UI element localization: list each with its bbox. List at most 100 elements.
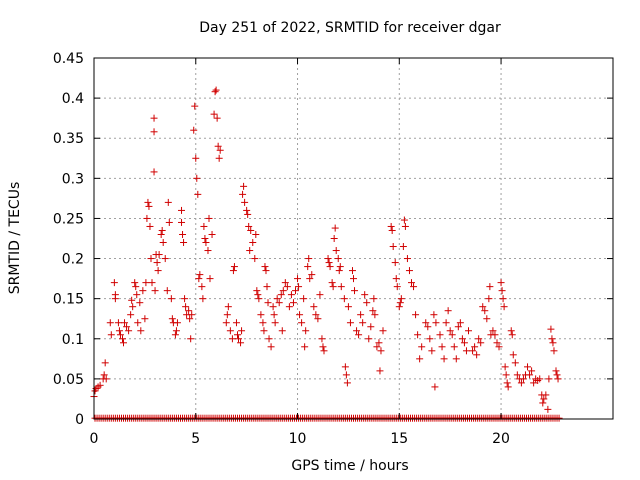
data-point: [100, 371, 108, 379]
data-point: [181, 295, 189, 303]
data-point: [392, 275, 400, 283]
data-point: [504, 383, 512, 391]
data-point: [513, 371, 521, 379]
data-point: [202, 239, 210, 247]
data-point: [137, 327, 145, 335]
data-point: [148, 279, 156, 287]
data-point: [376, 367, 384, 375]
data-point: [300, 295, 308, 303]
y-tick-label: 0.25: [53, 211, 84, 227]
y-axis: 0 0.05 0.1 0.15 0.2 0.25 0.3 0.35 0.4 0.45: [53, 51, 613, 428]
data-point: [133, 291, 141, 299]
data-point: [331, 224, 339, 232]
x-tick-label: 20: [492, 431, 510, 447]
data-point: [129, 303, 137, 311]
data-point: [416, 355, 424, 363]
data-point: [136, 299, 144, 307]
data-point: [270, 311, 278, 319]
data-point: [229, 267, 237, 275]
data-point: [517, 379, 525, 387]
data-point: [503, 379, 511, 387]
data-point: [118, 335, 126, 343]
data-point: [302, 327, 310, 335]
data-point: [173, 319, 181, 327]
data-point: [393, 283, 401, 291]
data-point: [147, 255, 155, 263]
data-point: [395, 303, 403, 311]
data-point: [289, 299, 297, 307]
data-point: [348, 267, 356, 275]
data-point: [182, 303, 190, 311]
data-point: [240, 182, 248, 190]
data-point: [237, 339, 245, 347]
data-point: [206, 275, 214, 283]
data-point: [456, 319, 464, 327]
data-point: [367, 323, 375, 331]
data-point: [440, 355, 448, 363]
data-point: [355, 331, 363, 339]
data-point: [228, 335, 236, 343]
data-point: [388, 226, 396, 234]
data-point: [273, 295, 281, 303]
data-point: [507, 327, 515, 335]
data-point: [499, 295, 507, 303]
data-point: [554, 375, 562, 383]
data-point: [475, 335, 483, 343]
data-point: [432, 319, 440, 327]
data-point: [304, 263, 312, 271]
data-point: [159, 239, 167, 247]
data-point: [151, 287, 159, 295]
y-tick-label: 0.05: [53, 372, 84, 388]
data-point: [213, 114, 221, 122]
data-point: [485, 295, 493, 303]
data-point: [549, 339, 557, 347]
data-point: [353, 327, 361, 335]
data-point: [212, 86, 220, 94]
data-point: [464, 327, 472, 335]
data-point: [232, 319, 240, 327]
data-point: [264, 299, 272, 307]
y-tick-label: 0.1: [62, 332, 84, 348]
data-point: [497, 279, 505, 287]
data-points: [90, 86, 563, 422]
data-point: [115, 327, 123, 335]
data-point: [167, 295, 175, 303]
data-point: [325, 259, 333, 267]
data-point: [500, 303, 508, 311]
data-point: [312, 311, 320, 319]
data-point: [316, 291, 324, 299]
data-point: [444, 307, 452, 315]
data-point: [332, 247, 340, 255]
data-point: [211, 88, 219, 96]
data-point: [442, 319, 450, 327]
data-point: [235, 335, 243, 343]
x-tick-label: 0: [90, 431, 99, 447]
data-point: [373, 343, 381, 351]
data-point: [552, 367, 560, 375]
data-point: [287, 291, 295, 299]
data-point: [168, 315, 176, 323]
x-tick-label: 5: [191, 431, 200, 447]
data-point: [216, 146, 224, 154]
data-point: [178, 206, 186, 214]
data-point: [260, 327, 268, 335]
data-point: [329, 283, 337, 291]
y-tick-label: 0.2: [62, 252, 84, 268]
data-point: [144, 198, 152, 206]
data-point: [291, 287, 299, 295]
data-point: [120, 339, 128, 347]
data-point: [502, 371, 510, 379]
data-point: [285, 303, 293, 311]
y-tick-label: 0.3: [62, 171, 84, 187]
y-tick-label: 0.15: [53, 292, 84, 308]
data-point: [436, 331, 444, 339]
data-point: [550, 347, 558, 355]
data-point: [150, 114, 158, 122]
data-point: [204, 247, 212, 255]
x-axis-label: GPS time / hours: [291, 458, 408, 474]
data-point: [279, 287, 287, 295]
chart-title: Day 251 of 2022, SRMTID for receiver dga…: [199, 20, 501, 36]
data-point: [186, 315, 194, 323]
data-point: [460, 339, 468, 347]
y-tick-label: 0.4: [62, 91, 84, 107]
